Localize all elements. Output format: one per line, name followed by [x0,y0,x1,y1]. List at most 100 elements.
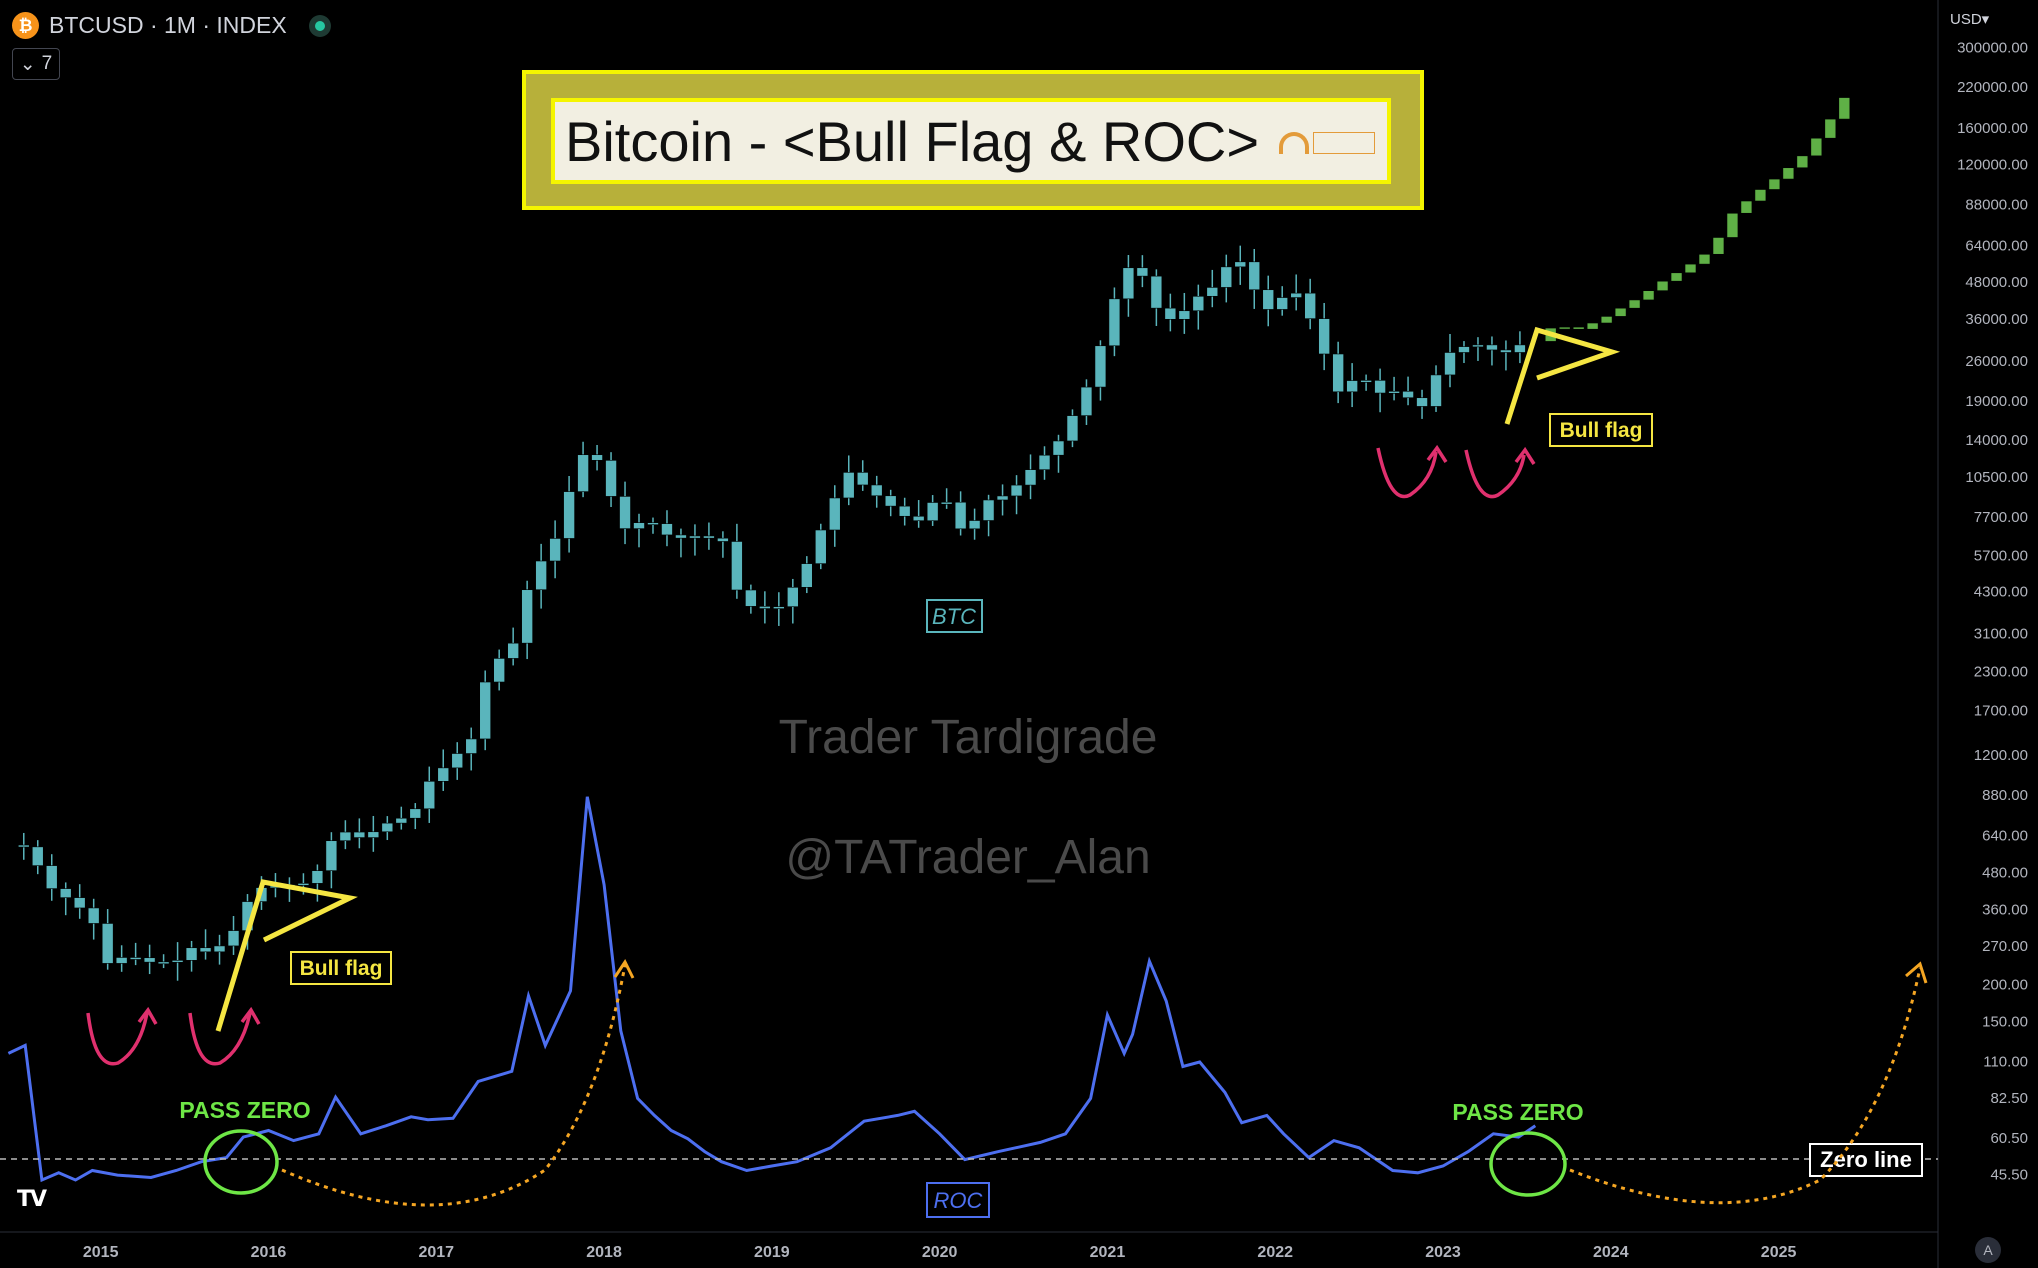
projection-candle [1796,155,1809,169]
btc-candle [451,753,464,769]
price-tick-label: 10500.00 [1965,469,2028,486]
btc-candle [1248,261,1261,291]
projection-candle [1642,290,1655,301]
btc-candle [1388,390,1400,394]
price-tick-label: 45.50 [1990,1166,2028,1183]
symbol-header[interactable]: ₿ BTCUSD · 1M · INDEX [12,12,331,39]
btc-candle [227,930,240,947]
projection-candle [1670,272,1683,282]
btc-candle [870,484,883,497]
title-banner: Bitcoin - <Bull Flag & ROC> [522,70,1424,210]
watermark-line2: @TATrader_Alan [785,831,1150,884]
btc-candle [731,541,743,591]
btc-candle [996,495,1009,501]
btc-candle [1220,266,1233,288]
tradingview-logo-icon: TV [17,1187,47,1212]
btc-candle [1136,267,1149,277]
btc-candle [675,534,687,539]
btc-candle [1122,267,1135,300]
orange-arrow-right [1569,967,1922,1205]
btc-candle [1108,298,1121,347]
time-tick-label: 2024 [1593,1244,1629,1261]
pink-arrow-1-head [137,1006,158,1025]
price-tick-label: 480.00 [1982,864,2028,881]
btc-candle [773,606,785,609]
price-tick-label: 270.00 [1982,938,2028,955]
time-tick-label: 2015 [83,1244,119,1261]
projection-candle [1628,299,1641,309]
bull-flag-right-shape [1504,326,1621,425]
auto-scale-button[interactable]: A [1975,1237,2001,1263]
btc-candle [577,454,589,492]
btc-candle [1304,292,1316,319]
btc-candle [1416,397,1428,407]
price-tick-label: 360.00 [1982,901,2028,918]
bitcoin-icon: ₿ [12,12,39,39]
pink-arrow-4 [1464,449,1526,499]
btc-candle [73,897,86,909]
price-axis: 300000.00 220000.00 160000.00 120000.00 8800… [1957,39,2028,1183]
pass-zero-right-circle [1489,1131,1567,1197]
price-tick-label: 160000.00 [1957,120,2028,137]
btc-candle [1430,374,1442,407]
btc-label-box [926,599,983,633]
btc-candle [828,497,841,531]
btc-candle [1402,390,1414,399]
time-tick-label: 2019 [754,1244,790,1261]
price-tick-label: 220000.00 [1957,79,2028,96]
projection-candle [1698,253,1711,265]
btc-candle [101,923,114,964]
price-tick-label: 48000.00 [1965,274,2028,291]
btc-candle [661,523,673,536]
price-tick-label: 640.00 [1982,828,2028,845]
btc-candle [1164,307,1177,320]
btc-candle [633,522,645,529]
btc-candle [1290,292,1302,298]
btc-candle [563,491,575,539]
btc-candle [199,947,212,953]
price-tick-label: 60.50 [1990,1130,2028,1147]
time-tick-label: 2020 [922,1244,958,1261]
watermark-line1: Trader Tardigrade [779,711,1158,764]
price-tick-label: 200.00 [1982,977,2028,994]
btc-candle [954,501,967,530]
roc-label: ROC [934,1188,983,1213]
btc-candle [353,831,366,838]
price-tick-label: 150.00 [1982,1014,2028,1031]
btc-candle [1276,297,1289,310]
btc-candle [17,844,30,848]
price-tick-label: 5700.00 [1974,547,2028,564]
btc-candle [1486,344,1498,351]
btc-candle [689,535,701,539]
btc-candle [115,957,128,964]
btc-candle [1472,344,1484,348]
projection-candle [1838,97,1851,120]
btc-candle [1178,310,1191,320]
btc-candle [1192,295,1205,312]
chevron-down-icon: ⌄ [19,53,36,75]
btc-candle [507,642,519,659]
btc-candle [856,472,869,486]
btc-candle [842,472,855,499]
roc-series-line [7,796,1537,1183]
btc-candle [325,840,338,871]
projection-candle [1754,189,1767,202]
btc-candle [884,495,897,507]
time-tick-label: 2018 [586,1244,622,1261]
btc-candle [605,460,617,497]
pink-arrow-1 [86,1012,149,1066]
btc-candle [367,831,380,838]
btc-label: BTC [932,604,976,629]
btc-candle [157,961,170,965]
currency-select[interactable]: USD▾ [1950,11,1990,28]
btc-candle [213,945,226,953]
indicators-toggle-button[interactable]: ⌄ 7 [12,48,60,80]
price-tick-label: 1200.00 [1974,747,2028,764]
btc-candle [381,822,394,833]
pink-arrow-3 [1376,447,1438,499]
pass-zero-left-circle [203,1129,279,1195]
author-logo-icon [1279,130,1379,156]
btc-candle [1206,287,1219,297]
btc-candle [1346,380,1358,393]
